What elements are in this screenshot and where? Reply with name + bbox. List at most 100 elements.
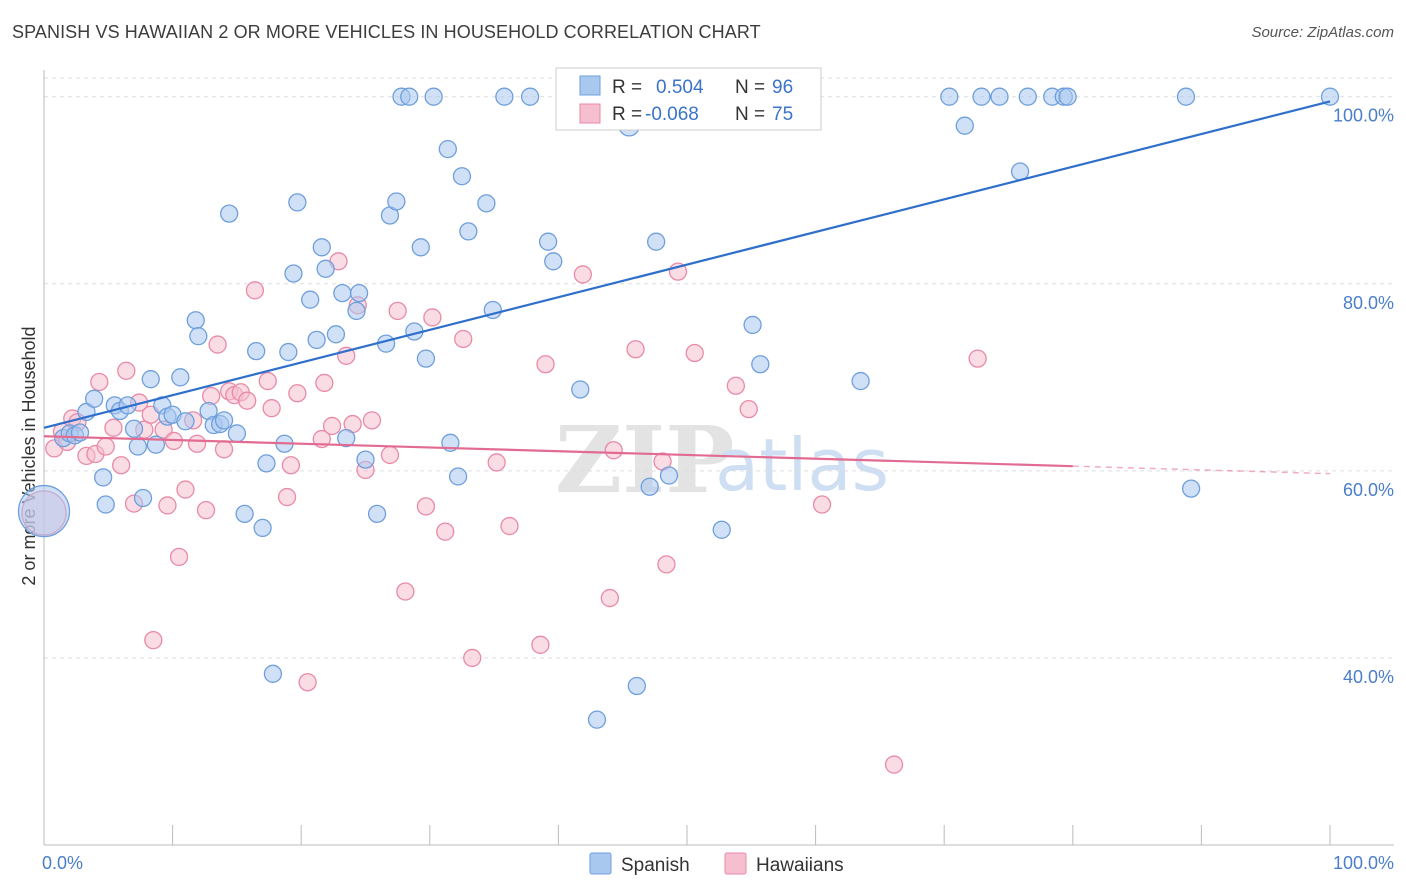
- spanish-point-27: [214, 411, 234, 430]
- spanish-point-84: [972, 87, 991, 106]
- legend-n-value-hawaiian: 75: [772, 104, 793, 125]
- legend-n-label-hawaiian: N =: [735, 104, 765, 125]
- spanish-point-76: [659, 466, 679, 485]
- spanish-point-78: [743, 315, 762, 335]
- hawaiian-point-32: [238, 391, 257, 410]
- legend-r-label-spanish: R =: [612, 77, 642, 98]
- y-tick-labels: 40.0% 60.0% 80.0% 100.0%: [1333, 106, 1394, 687]
- hawaiian-point-55: [454, 329, 473, 349]
- x-tick-label-min: 0.0%: [42, 853, 83, 873]
- hawaiian-point-50: [388, 301, 407, 321]
- spanish-point-29: [227, 424, 247, 443]
- y-tick-label-100: 100.0%: [1333, 106, 1394, 126]
- spanish-point-63: [459, 222, 478, 241]
- grid-lines: [44, 77, 1394, 659]
- watermark-atlas: atlas: [715, 423, 889, 507]
- hawaiian-point-59: [531, 635, 550, 654]
- hawaiian-trend-line: [43, 435, 1073, 468]
- hawaiian-point-68: [685, 343, 704, 363]
- spanish-point-67: [520, 87, 540, 106]
- spanish-point-82: [940, 87, 959, 106]
- hawaiian-point-12: [117, 361, 136, 380]
- hawaiian-point-26: [202, 386, 221, 406]
- spanish-point-22: [186, 311, 205, 330]
- spanish-point-40: [307, 330, 326, 350]
- hawaiian-point-38: [288, 384, 307, 403]
- spanish-point-49: [367, 504, 387, 524]
- x-tick-label-max: 100.0%: [1333, 853, 1394, 873]
- spanish-point-54: [400, 87, 419, 106]
- hawaiian-point-8: [90, 372, 109, 392]
- spanish-point-47: [349, 283, 369, 303]
- y-tick-label-40: 40.0%: [1343, 667, 1394, 687]
- hawaiian-point-54: [436, 522, 455, 541]
- legend-r-label-hawaiian: R =: [612, 104, 642, 125]
- hawaiian-point-70: [739, 399, 758, 419]
- legend-swatch-hawaiian: [579, 103, 601, 124]
- source-attribution: Source: ZipAtlas.com: [1251, 24, 1394, 41]
- spanish-point-90: [1058, 87, 1077, 106]
- spanish-point-13: [128, 437, 148, 456]
- spanish-point-32: [253, 518, 272, 538]
- spanish-point-33: [257, 454, 276, 473]
- series-legend: Spanish Hawaiians: [589, 852, 844, 876]
- spanish-point-45: [337, 428, 356, 448]
- spanish-point-21: [176, 412, 195, 431]
- spanish-point-50: [376, 334, 396, 353]
- spanish-point-85: [990, 87, 1009, 106]
- spanish-point-68: [538, 232, 558, 251]
- spanish-point-81: [851, 371, 870, 391]
- watermark-zip: ZIP: [555, 406, 734, 514]
- hawaiian-point-36: [277, 487, 297, 507]
- hawaiian-point-49: [380, 445, 400, 465]
- legend-swatch-spanish: [579, 75, 601, 96]
- spanish-point-62: [452, 167, 472, 186]
- hawaiian-point-72: [884, 755, 904, 774]
- spanish-point-69: [544, 252, 563, 271]
- y-tick-label-60: 60.0%: [1343, 480, 1394, 500]
- correlation-legend: R = 0.504 N = 96 R = -0.068 N = 75: [555, 67, 822, 131]
- spanish-point-41: [312, 238, 331, 257]
- hawaiian-point-48: [362, 411, 382, 430]
- spanish-point-30: [235, 504, 254, 524]
- hawaiian-point-25: [196, 500, 216, 520]
- hawaiian-point-53: [423, 308, 442, 327]
- y-tick-label-80: 80.0%: [1343, 293, 1394, 313]
- spanish-point-34: [263, 664, 283, 683]
- watermark: ZIP atlas: [555, 406, 889, 514]
- spanish-points: [17, 87, 1340, 729]
- x-axis-ticks: [43, 825, 1331, 845]
- hawaiian-point-61: [573, 265, 592, 284]
- hawaiian-point-66: [657, 555, 676, 574]
- spanish-point-57: [416, 349, 436, 368]
- hawaiian-points: [21, 252, 987, 774]
- hawaiian-point-37: [281, 456, 301, 475]
- spanish-point-52: [387, 192, 406, 211]
- hawaiian-point-22: [176, 480, 195, 499]
- legend-n-value-spanish: 96: [772, 77, 793, 98]
- y-axis-label: 2 or more Vehicles in Household: [19, 326, 39, 585]
- hawaiian-point-19: [158, 496, 177, 515]
- spanish-point-79: [751, 355, 770, 374]
- hawaiian-point-41: [315, 373, 334, 393]
- series-legend-swatch-spanish: [589, 852, 612, 875]
- legend-r-value-hawaiian: -0.068: [645, 104, 699, 125]
- hawaiian-point-52: [416, 497, 436, 516]
- spanish-point-14: [133, 488, 153, 508]
- hawaiian-point-57: [487, 453, 506, 472]
- hawaiian-point-56: [463, 648, 482, 668]
- hawaiian-point-71: [812, 495, 832, 514]
- hawaiian-point-51: [396, 582, 415, 601]
- series-legend-label-spanish: Spanish: [621, 855, 690, 876]
- spanish-point-8: [96, 495, 115, 514]
- hawaiian-point-21: [169, 547, 189, 567]
- spanish-point-92: [1181, 479, 1201, 498]
- spanish-point-42: [316, 259, 335, 278]
- legend-n-label-spanish: N =: [735, 77, 765, 98]
- hawaiian-point-58: [500, 516, 519, 536]
- hawaiian-point-28: [214, 440, 234, 459]
- hawaiian-point-73: [968, 349, 987, 368]
- spanish-point-83: [955, 116, 974, 135]
- hawaiian-point-17: [144, 631, 163, 650]
- hawaiian-trend-line-extension: [1072, 465, 1331, 475]
